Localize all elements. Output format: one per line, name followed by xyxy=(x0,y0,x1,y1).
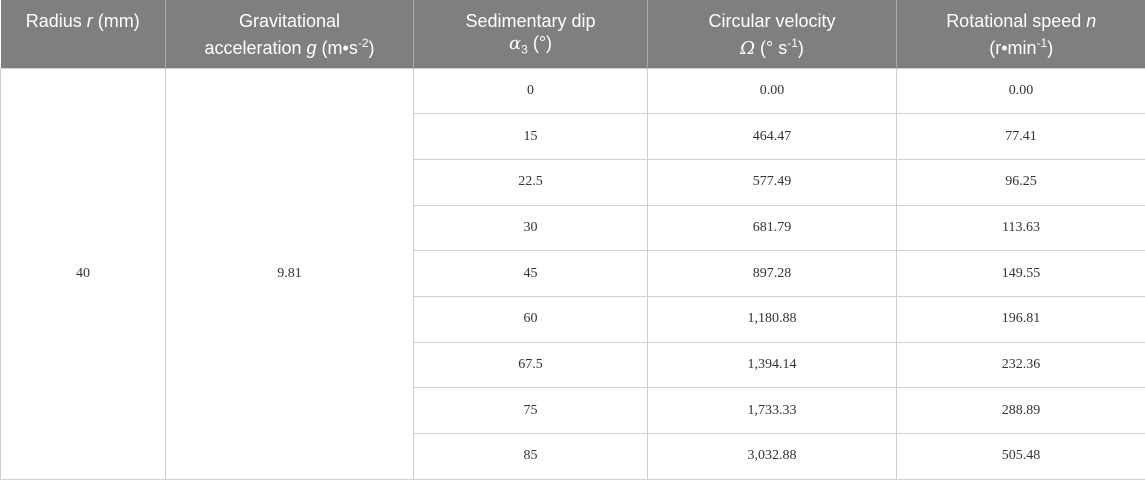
table-cell: 232.36 xyxy=(896,341,1145,389)
table-cell: 196.81 xyxy=(896,295,1145,343)
table-cell: 149.55 xyxy=(896,250,1145,297)
header-text: Sedimentary dip xyxy=(465,11,596,31)
table-cell: 681.79 xyxy=(647,204,897,252)
table-row: 30 681.79 113.63 xyxy=(1,204,1145,252)
table-cell: 75 xyxy=(413,387,648,434)
header-symbol: r xyxy=(86,11,93,31)
table-cell: 67.5 xyxy=(413,341,648,389)
table-cell: 113.63 xyxy=(896,204,1145,252)
table-cell: 30 xyxy=(413,204,648,252)
header-text: Rotational speed xyxy=(946,11,1087,31)
table-cell: 22.5 xyxy=(413,158,648,206)
header-symbol: Ω xyxy=(740,38,756,59)
table-cell: 0.00 xyxy=(647,67,897,115)
table-cell: 464.47 xyxy=(647,113,897,160)
table-body: 40 9.81 0 0.00 0.00 15 464.47 77.41 22.5 577.49 96… xyxy=(0,67,1145,480)
header-symbol: g xyxy=(306,38,317,58)
header-cell: Gravitational acceleration g (m•s-2) xyxy=(165,0,414,68)
radius-cell: 40 xyxy=(0,67,166,480)
header-text: Circular velocity xyxy=(708,11,836,31)
header-cell: Circular velocity Ω (° s-1) xyxy=(647,0,897,68)
header-text: (m•s xyxy=(316,38,358,58)
header-exponent: -2 xyxy=(357,36,369,50)
table-cell: 1,733.33 xyxy=(647,387,897,434)
gravity-cell: 9.81 xyxy=(165,67,414,480)
header-text: acceleration xyxy=(204,38,307,58)
table-row: 15 464.47 77.41 xyxy=(1,113,1145,160)
table-row: 40 9.81 0 0.00 0.00 xyxy=(0,67,1145,480)
table-row: 22.5 577.49 96.25 xyxy=(1,158,1145,206)
header-text: ) xyxy=(1047,38,1054,58)
table-cell: 96.25 xyxy=(896,158,1145,206)
table-row: 45 897.28 149.55 xyxy=(1,250,1145,297)
header-text: (r•min xyxy=(989,38,1037,58)
header-subscript: 3 xyxy=(521,42,528,57)
header-exponent: -1 xyxy=(787,36,798,50)
table-cell: 0.00 xyxy=(896,67,1145,115)
header-cell: Radius r (mm) xyxy=(0,0,166,68)
table-cell: 897.28 xyxy=(647,250,897,297)
header-cell: Rotational speed n (r•min-1) xyxy=(896,0,1145,68)
header-text: ) xyxy=(797,38,804,58)
header-text: (°) xyxy=(527,33,553,53)
header-text: ) xyxy=(368,38,375,58)
table-cell: 15 xyxy=(413,113,648,160)
header-text: (° s xyxy=(755,38,788,58)
table-cell: 505.48 xyxy=(896,433,1145,480)
header-text: Radius xyxy=(25,11,87,31)
header-text: (mm) xyxy=(92,11,140,31)
table-row: 75 1,733.33 288.89 xyxy=(1,387,1145,434)
table-cell: 60 xyxy=(413,295,648,343)
header-exponent: -1 xyxy=(1036,36,1048,50)
header-row: Radius r (mm) Gravitational acceleration … xyxy=(0,0,1145,68)
table-cell: 1,394.14 xyxy=(647,341,897,389)
header-symbol: α xyxy=(508,33,522,54)
table-cell: 1,180.88 xyxy=(647,295,897,343)
header-text: Gravitational xyxy=(238,11,341,31)
table-cell: 85 xyxy=(413,433,648,480)
header-symbol: n xyxy=(1086,11,1097,31)
table-cell: 77.41 xyxy=(896,113,1145,160)
table-row: 60 1,180.88 196.81 xyxy=(1,295,1145,343)
table-cell: 288.89 xyxy=(896,387,1145,434)
table-row: 85 3,032.88 505.48 xyxy=(1,433,1145,480)
table-cell: 0 xyxy=(413,67,648,115)
table-cell: 3,032.88 xyxy=(647,433,897,480)
table-cell: 45 xyxy=(413,250,648,297)
header-cell: Sedimentary dip α3 (°) xyxy=(413,0,648,68)
table-cell: 577.49 xyxy=(647,158,897,206)
